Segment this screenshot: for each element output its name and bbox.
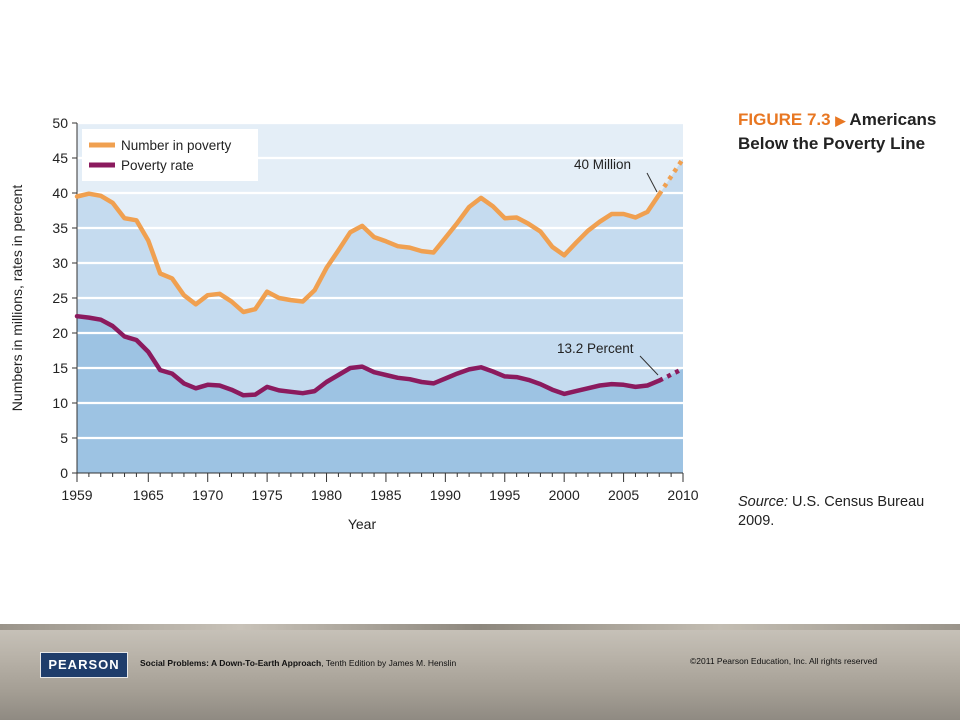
annotation-leader-number bbox=[646, 172, 658, 193]
y-tick-label: 45 bbox=[52, 150, 68, 166]
y-tick-label: 25 bbox=[52, 290, 68, 306]
y-axis-label: Numbers in millions, rates in percent bbox=[9, 185, 25, 412]
book-edition: , Tenth Edition by James M. Henslin bbox=[321, 658, 457, 668]
x-tick-label: 1990 bbox=[430, 487, 461, 503]
y-tick-label: 5 bbox=[60, 430, 68, 446]
figure-arrow-icon: ▶ bbox=[835, 113, 846, 128]
y-tick-label: 50 bbox=[52, 115, 68, 131]
figure-title: FIGURE 7.3 ▶ Americans Below the Poverty… bbox=[738, 108, 956, 155]
source-text: U.S. Census Bureau 2009. bbox=[738, 494, 925, 529]
legend-label-rate: Poverty rate bbox=[121, 158, 194, 173]
y-tick-label: 35 bbox=[52, 220, 68, 236]
x-axis-label: Year bbox=[348, 516, 377, 532]
poverty-rate-line bbox=[74, 313, 662, 398]
x-tick-label: 1970 bbox=[192, 487, 223, 503]
x-tick-label: 1965 bbox=[133, 487, 164, 503]
x-tick-label: 2010 bbox=[667, 487, 698, 503]
annotation-40-million: 40 Million bbox=[574, 157, 631, 172]
poverty-chart: 1959 1965 1970 1975 1980 1985 1990 1995 2000 2005… bbox=[9, 115, 699, 532]
x-ticks: 1959 1965 1970 1975 1980 1985 1990 1995 2000 2005… bbox=[61, 473, 699, 503]
number-in-poverty-line bbox=[74, 191, 662, 315]
figure-title-text: Americans Below the Poverty Line bbox=[738, 110, 937, 153]
x-tick-label: 2000 bbox=[549, 487, 580, 503]
y-tick-label: 0 bbox=[60, 465, 68, 481]
pearson-logo: PEARSON bbox=[40, 652, 128, 678]
rate-area-fill bbox=[77, 316, 683, 473]
x-tick-label: 1980 bbox=[311, 487, 342, 503]
legend: Number in poverty Poverty rate bbox=[82, 129, 258, 181]
y-tick-label: 30 bbox=[52, 255, 68, 271]
figure-number: FIGURE 7.3 bbox=[738, 110, 831, 129]
y-tick-label: 10 bbox=[52, 395, 68, 411]
y-tick-label: 40 bbox=[52, 185, 68, 201]
footer-bar: PEARSON Social Problems: A Down-To-Earth… bbox=[0, 624, 960, 720]
y-tick-label: 15 bbox=[52, 360, 68, 376]
y-ticks: 0 5 10 15 20 25 30 35 40 45 50 bbox=[52, 115, 77, 481]
copyright-notice: ©2011 Pearson Education, Inc. All rights… bbox=[690, 656, 878, 666]
number-in-poverty-projection bbox=[657, 157, 685, 196]
source-note: Source: U.S. Census Bureau 2009. bbox=[738, 493, 948, 531]
legend-label-number: Number in poverty bbox=[121, 138, 232, 153]
book-credit: Social Problems: A Down-To-Earth Approac… bbox=[140, 658, 456, 668]
source-label: Source: bbox=[738, 494, 788, 510]
book-title: Social Problems: A Down-To-Earth Approac… bbox=[140, 658, 322, 668]
x-tick-label: 1995 bbox=[489, 487, 520, 503]
y-tick-label: 20 bbox=[52, 325, 68, 341]
annotation-leader-rate bbox=[639, 355, 659, 376]
x-tick-label: 1959 bbox=[61, 487, 92, 503]
x-tick-label: 1975 bbox=[252, 487, 283, 503]
footer-divider bbox=[0, 624, 960, 630]
legend-box bbox=[82, 129, 258, 181]
annotation-13-2-percent: 13.2 Percent bbox=[557, 341, 634, 356]
x-tick-label: 1985 bbox=[370, 487, 401, 503]
x-tick-label: 2005 bbox=[608, 487, 639, 503]
